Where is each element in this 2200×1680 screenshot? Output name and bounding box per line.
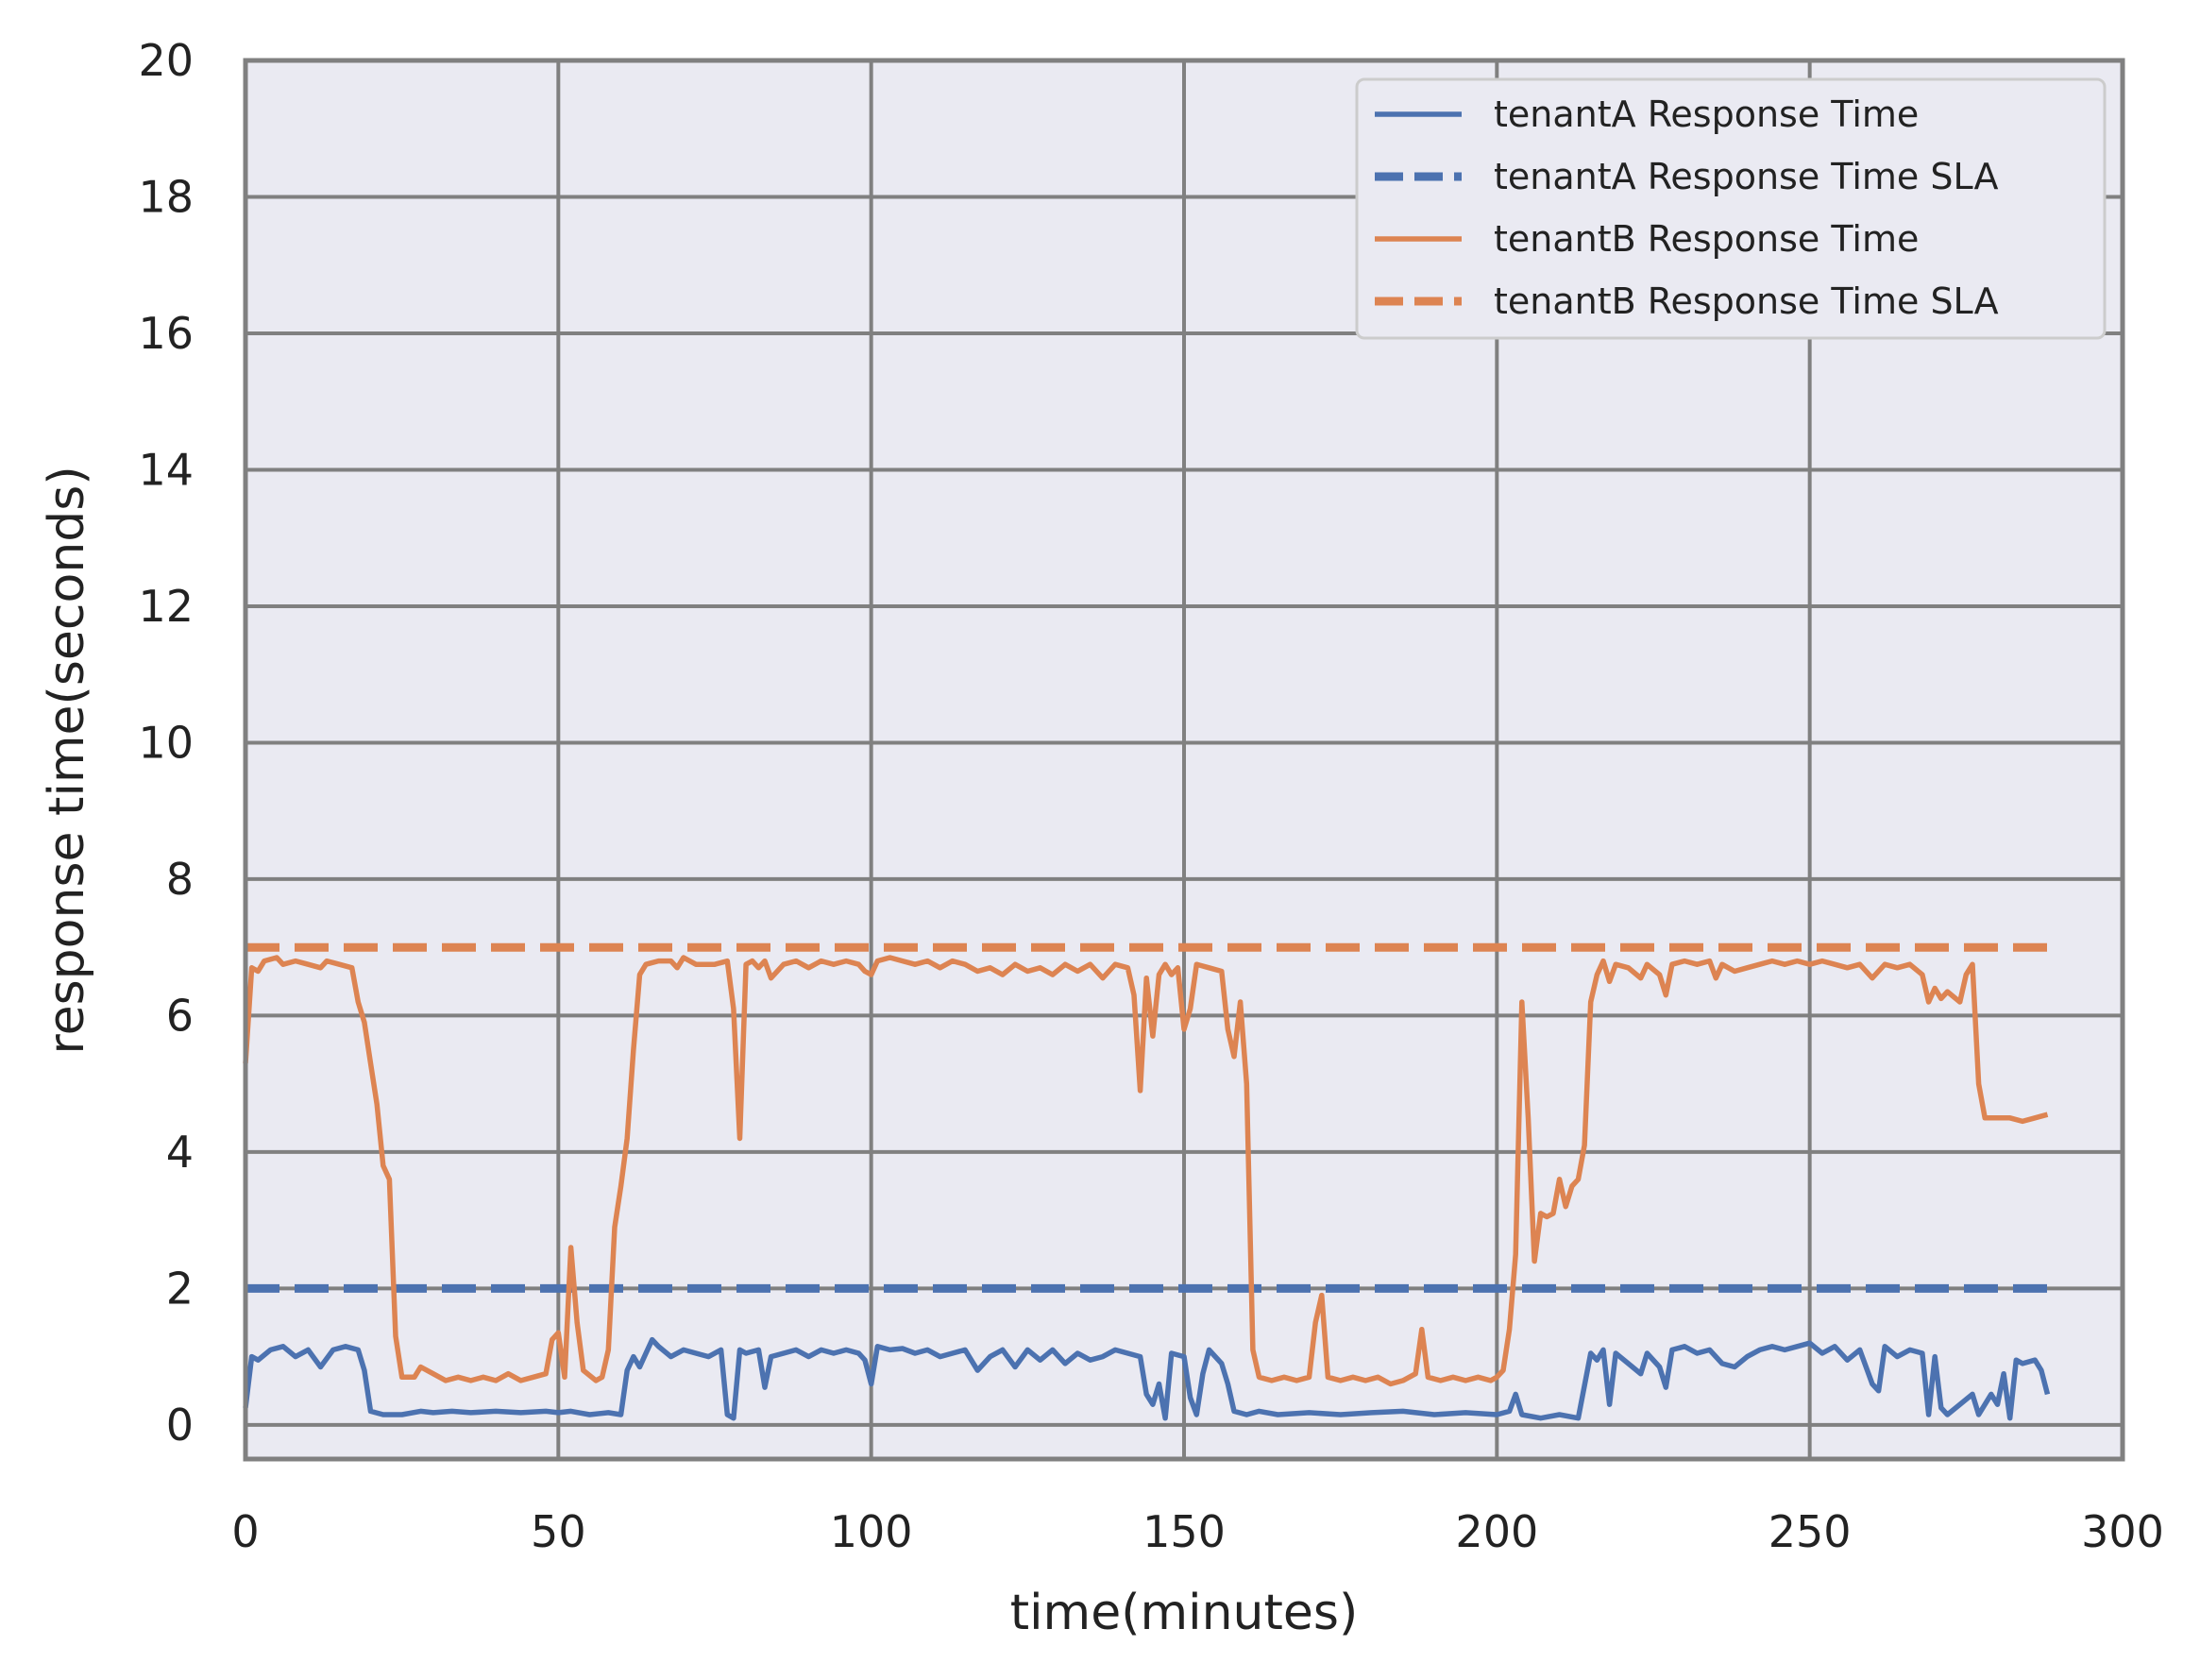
y-tick-label: 16 <box>138 308 194 359</box>
series-layer <box>243 942 2051 1421</box>
x-tick-label: 200 <box>1455 1506 1538 1557</box>
y-tick-label: 2 <box>166 1263 194 1314</box>
y-tick-label: 0 <box>166 1400 194 1451</box>
y-tick-label: 4 <box>166 1127 194 1178</box>
series-line-tenanta-response-time <box>243 1336 2051 1421</box>
x-axis-title: time(minutes) <box>1010 1585 1359 1641</box>
series-line-tenantb-response-time <box>243 955 2049 1387</box>
x-tick-label: 50 <box>531 1506 586 1557</box>
legend-label: tenantA Response Time <box>1494 93 1919 135</box>
y-tick-label: 12 <box>138 581 194 632</box>
y-tick-label: 10 <box>138 717 194 768</box>
y-tick-label: 18 <box>138 171 194 222</box>
y-tick-label: 6 <box>166 990 194 1041</box>
legend-label: tenantB Response Time SLA <box>1494 280 1999 322</box>
y-tick-label: 14 <box>138 444 194 495</box>
x-tick-label: 100 <box>830 1506 913 1557</box>
legend: tenantA Response Time tenantA Response Ti… <box>1355 77 2107 340</box>
x-tick-label: 150 <box>1142 1506 1226 1557</box>
legend-box <box>1355 77 2107 340</box>
legend-label: tenantA Response Time SLA <box>1494 156 1999 197</box>
x-tick-labels: 0 50 100 150 200 250 300 <box>231 1506 2164 1557</box>
x-tick-label: 300 <box>2081 1506 2164 1557</box>
y-tick-labels: 0 2 4 6 8 10 12 14 16 18 20 <box>138 35 194 1451</box>
x-tick-label: 250 <box>1768 1506 1852 1557</box>
legend-label: tenantB Response Time <box>1494 218 1919 260</box>
y-tick-label: 20 <box>138 35 194 86</box>
y-axis-title: response time(seconds) <box>39 466 95 1054</box>
y-tick-label: 8 <box>166 854 194 905</box>
x-tick-label: 0 <box>231 1506 259 1557</box>
plot-frame <box>243 58 2125 1462</box>
